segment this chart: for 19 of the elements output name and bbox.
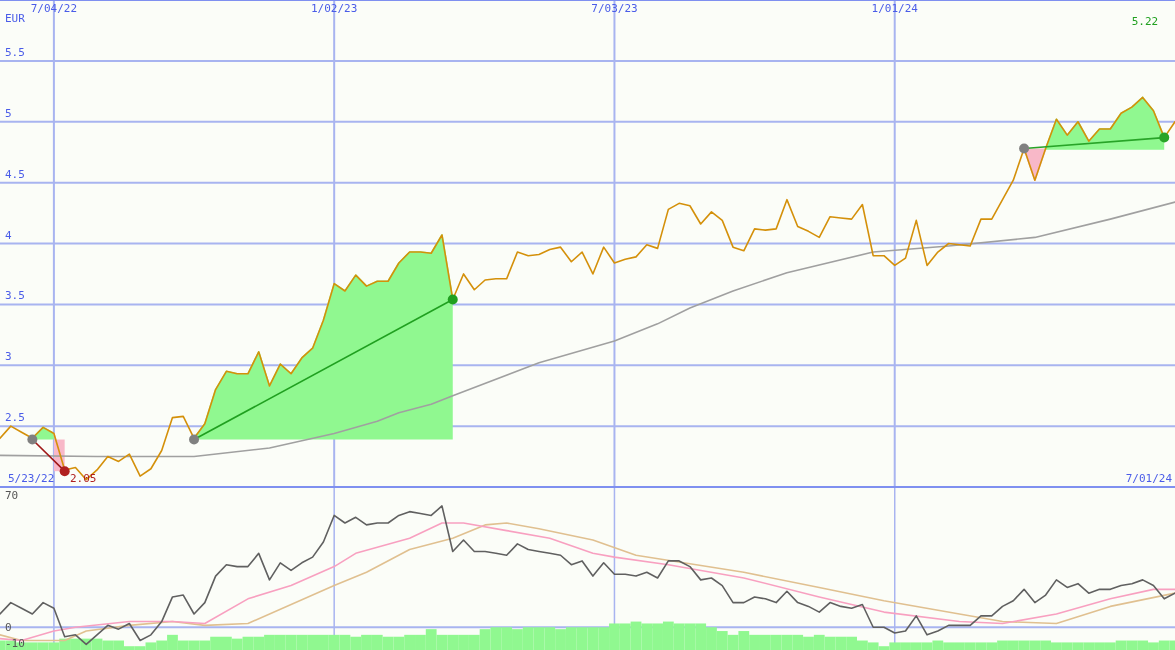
y-tick-label: 5	[5, 106, 12, 120]
y-tick-label: 4	[5, 228, 12, 242]
y-tick-label: 70	[5, 489, 19, 502]
y-tick-label: 2.5	[5, 411, 25, 425]
annotation: 7/01/24	[1125, 472, 1173, 485]
y-axis-title: EUR	[5, 12, 26, 25]
x-tick-label: 7/03/23	[591, 2, 638, 15]
y-tick-label: -10	[5, 637, 25, 650]
y-tick-label: 5.5	[5, 45, 25, 59]
annotation: 5.22	[1131, 15, 1159, 28]
y-tick-label: 0	[5, 621, 12, 635]
annotation: 5/23/22	[8, 472, 55, 485]
y-tick-label: 3.5	[5, 289, 25, 303]
x-tick-label: 7/04/22	[30, 2, 78, 15]
x-tick-label: 1/02/23	[310, 2, 358, 15]
y-tick-label: 4.5	[5, 167, 25, 181]
y-tick-label: 3	[5, 350, 12, 364]
x-tick-label: 1/01/24	[871, 2, 919, 15]
annotation: 2.05	[70, 472, 97, 485]
